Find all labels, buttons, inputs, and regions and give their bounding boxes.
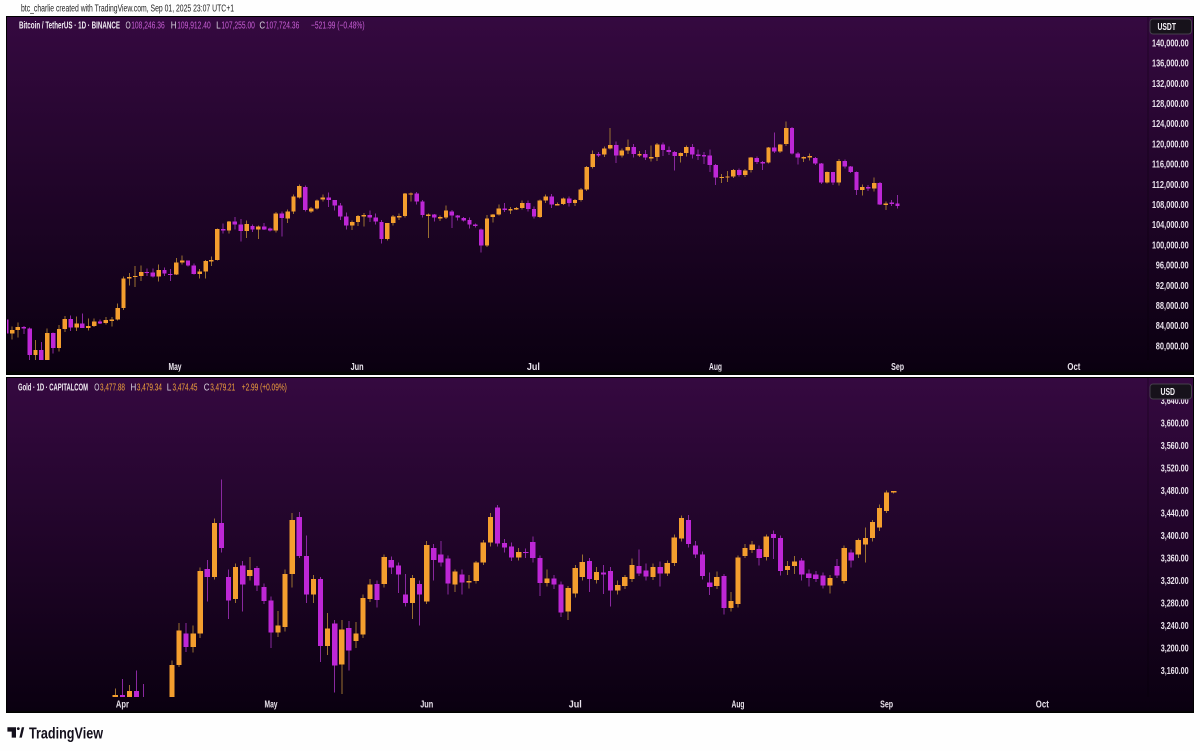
svg-text:Bitcoin / TetherUS · 1D · BINA: Bitcoin / TetherUS · 1D · BINANCE (19, 20, 120, 31)
svg-text:USDT: USDT (1158, 22, 1177, 33)
svg-text:3,479.34: 3,479.34 (137, 382, 162, 393)
svg-text:3,474.45: 3,474.45 (173, 382, 198, 393)
svg-text:Apr: Apr (116, 700, 129, 711)
svg-text:84,000.00: 84,000.00 (1156, 321, 1189, 332)
svg-text:3,480.00: 3,480.00 (1161, 486, 1189, 497)
svg-text:116,000.00: 116,000.00 (1152, 160, 1189, 171)
svg-text:C: C (259, 20, 265, 31)
svg-text:O: O (126, 20, 131, 31)
svg-text:May: May (265, 700, 278, 711)
svg-text:USD: USD (1161, 387, 1176, 398)
svg-text:Gold · 1D · CAPITALCOM: Gold · 1D · CAPITALCOM (18, 382, 88, 393)
svg-text:124,000.00: 124,000.00 (1152, 119, 1189, 130)
svg-text:3,640.00: 3,640.00 (1161, 396, 1189, 407)
svg-text:−521.99 (−0.48%): −521.99 (−0.48%) (311, 20, 365, 31)
svg-text:3,560.00: 3,560.00 (1161, 441, 1189, 452)
svg-text:H: H (171, 20, 177, 31)
svg-text:88,000.00: 88,000.00 (1156, 301, 1189, 312)
svg-text:Jul: Jul (527, 362, 540, 373)
svg-text:btc_charlie created with Tradi: btc_charlie created with TradingView.com… (21, 4, 234, 15)
svg-text:May: May (169, 362, 182, 373)
svg-text:Oct: Oct (1067, 362, 1081, 373)
svg-text:112,000.00: 112,000.00 (1152, 180, 1189, 191)
svg-text:107,255.00: 107,255.00 (221, 20, 255, 31)
svg-text:3,440.00: 3,440.00 (1161, 509, 1189, 520)
svg-text:3,520.00: 3,520.00 (1161, 464, 1189, 475)
svg-text:3,479.21: 3,479.21 (210, 382, 235, 393)
svg-text:80,000.00: 80,000.00 (1156, 341, 1189, 352)
svg-text:O: O (94, 382, 99, 393)
svg-text:104,000.00: 104,000.00 (1152, 220, 1189, 231)
svg-text:107,724.36: 107,724.36 (266, 20, 300, 31)
svg-text:100,000.00: 100,000.00 (1152, 240, 1189, 251)
svg-text:136,000.00: 136,000.00 (1152, 59, 1189, 70)
svg-text:Aug: Aug (732, 700, 745, 711)
svg-text:Sep: Sep (891, 362, 904, 373)
svg-text:3,600.00: 3,600.00 (1161, 419, 1189, 430)
svg-text:3,360.00: 3,360.00 (1161, 554, 1189, 565)
svg-text:109,912.40: 109,912.40 (177, 20, 211, 31)
svg-text:L: L (216, 20, 221, 31)
svg-text:Sep: Sep (880, 700, 893, 711)
svg-text:140,000.00: 140,000.00 (1152, 38, 1189, 49)
svg-text:3,477.88: 3,477.88 (100, 382, 125, 393)
svg-text:120,000.00: 120,000.00 (1152, 139, 1189, 150)
svg-text:92,000.00: 92,000.00 (1156, 281, 1189, 292)
svg-text:Jun: Jun (351, 362, 364, 373)
svg-text:Oct: Oct (1036, 700, 1050, 711)
svg-text:132,000.00: 132,000.00 (1152, 79, 1189, 90)
svg-text:Jun: Jun (420, 700, 433, 711)
svg-text:96,000.00: 96,000.00 (1156, 261, 1189, 272)
svg-text:L: L (167, 382, 172, 393)
svg-text:108,246.36: 108,246.36 (131, 20, 165, 31)
svg-text:108,000.00: 108,000.00 (1152, 200, 1189, 211)
svg-text:3,280.00: 3,280.00 (1161, 599, 1189, 610)
svg-text:Aug: Aug (709, 362, 722, 373)
svg-text:3,200.00: 3,200.00 (1161, 644, 1189, 655)
svg-text:3,320.00: 3,320.00 (1161, 576, 1189, 587)
svg-text:3,400.00: 3,400.00 (1161, 531, 1189, 542)
svg-text:128,000.00: 128,000.00 (1152, 99, 1189, 110)
svg-text:+2.99 (+0.09%): +2.99 (+0.09%) (242, 382, 287, 393)
svg-text:Jul: Jul (569, 700, 582, 711)
svg-text:3,160.00: 3,160.00 (1161, 666, 1189, 677)
svg-text:3,240.00: 3,240.00 (1161, 621, 1189, 632)
svg-text:TradingView: TradingView (29, 725, 103, 742)
svg-text:C: C (204, 382, 210, 393)
svg-text:H: H (131, 382, 137, 393)
